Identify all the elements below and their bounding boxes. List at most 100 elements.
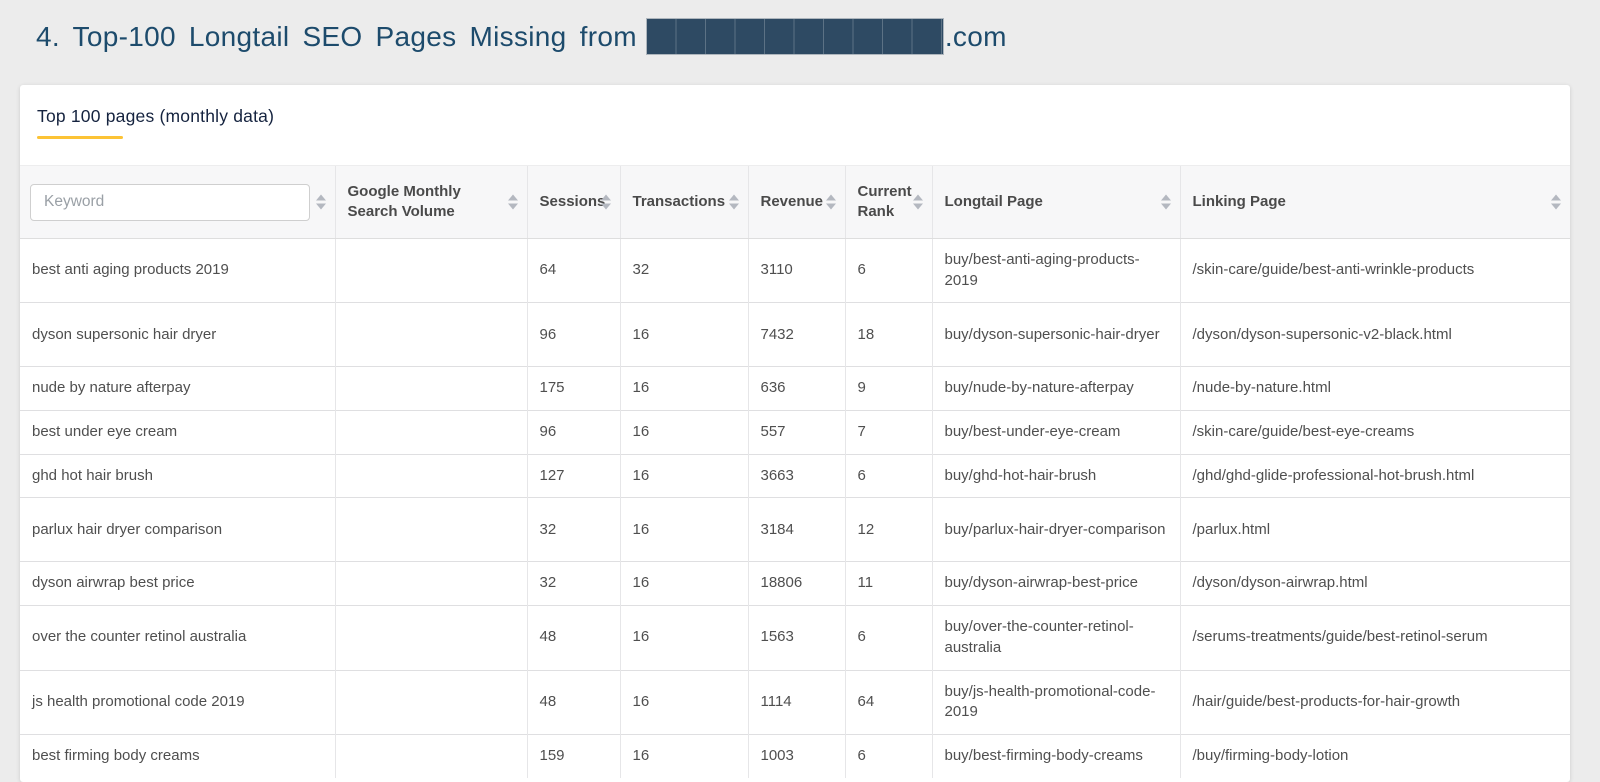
cell-search_volume [334,497,527,562]
cell-keyword: best firming body creams [20,734,335,778]
cell-sessions: 64 [526,238,620,303]
cell-search_volume [334,734,527,778]
keyword-filter-input[interactable] [30,183,310,221]
cell-transactions: 16 [619,605,748,670]
cell-current_rank: 64 [844,670,932,735]
column-label: Longtail Page [944,192,1043,210]
cell-keyword: best under eye cream [20,410,335,455]
cell-search_volume [334,561,527,606]
cell-linking_page: /dyson/dyson-supersonic-v2-black.html [1179,302,1570,367]
cell-transactions: 16 [619,454,748,498]
table-row: dyson airwrap best price 32 16 18806 11 buy/d… [20,561,1570,606]
cell-transactions: 16 [619,366,748,411]
sort-icon[interactable] [825,194,836,211]
cell-transactions: 16 [619,561,748,606]
sort-icon[interactable] [507,194,518,211]
cell-current_rank: 11 [844,561,932,606]
tab-active-underline [37,136,123,139]
cell-current_rank: 12 [844,497,932,562]
header-row: Google Monthly Search Volume Sessions Tran… [20,165,1570,239]
table-row: best under eye cream 96 16 557 7 buy/best-und… [20,410,1570,455]
sort-icon[interactable] [912,194,923,211]
sort-icon[interactable] [315,194,326,211]
cell-sessions: 127 [526,454,620,498]
cell-search_volume [334,605,527,670]
column-header-search_volume[interactable]: Google Monthly Search Volume [334,165,527,239]
redacted-domain-block [645,18,944,55]
cell-search_volume [334,366,527,411]
cell-sessions: 96 [526,302,620,367]
sort-icon[interactable] [600,194,611,211]
cell-current_rank: 7 [844,410,932,455]
table-row: dyson supersonic hair dryer 96 16 7432 18 buy… [20,302,1570,367]
cell-keyword: over the counter retinol australia [20,605,335,670]
cell-keyword: dyson supersonic hair dryer [20,302,335,367]
cell-keyword: dyson airwrap best price [20,561,335,606]
cell-longtail_page: buy/nude-by-nature-afterpay [931,366,1180,411]
column-header-longtail_page[interactable]: Longtail Page [931,165,1180,239]
table-body: best anti aging products 2019 64 32 3110 6 bu… [20,238,1570,778]
column-header-sessions[interactable]: Sessions [526,165,620,239]
cell-keyword: parlux hair dryer comparison [20,497,335,562]
cell-revenue: 18806 [747,561,845,606]
column-header-transactions[interactable]: Transactions [619,165,748,239]
cell-search_volume [334,670,527,735]
column-header-linking_page[interactable]: Linking Page [1179,165,1570,239]
cell-keyword: nude by nature afterpay [20,366,335,411]
cell-keyword: js health promotional code 2019 [20,670,335,735]
cell-linking_page: /parlux.html [1179,497,1570,562]
cell-keyword: best anti aging products 2019 [20,238,335,303]
cell-current_rank: 6 [844,734,932,778]
cell-transactions: 16 [619,302,748,367]
cell-longtail_page: buy/dyson-supersonic-hair-dryer [931,302,1180,367]
cell-current_rank: 6 [844,454,932,498]
cell-revenue: 3184 [747,497,845,562]
cell-longtail_page: buy/best-anti-aging-products-2019 [931,238,1180,303]
cell-transactions: 16 [619,497,748,562]
column-header-keyword [20,165,335,239]
cell-longtail_page: buy/js-health-promotional-code-2019 [931,670,1180,735]
cell-revenue: 557 [747,410,845,455]
cell-longtail_page: buy/dyson-airwrap-best-price [931,561,1180,606]
cell-longtail_page: buy/best-under-eye-cream [931,410,1180,455]
cell-revenue: 3110 [747,238,845,303]
column-header-current_rank[interactable]: Current Rank [844,165,932,239]
cell-revenue: 1563 [747,605,845,670]
column-label: Transactions [632,192,726,210]
cell-sessions: 96 [526,410,620,455]
cell-sessions: 32 [526,561,620,606]
cell-sessions: 48 [526,670,620,735]
cell-current_rank: 6 [844,605,932,670]
cell-linking_page: /ghd/ghd-glide-professional-hot-brush.ht… [1179,454,1570,498]
cell-linking_page: /hair/guide/best-products-for-hair-growt… [1179,670,1570,735]
cell-longtail_page: buy/parlux-hair-dryer-comparison [931,497,1180,562]
cell-longtail_page: buy/ghd-hot-hair-brush [931,454,1180,498]
cell-revenue: 636 [747,366,845,411]
cell-revenue: 1114 [747,670,845,735]
cell-search_volume [334,454,527,498]
table-row: best anti aging products 2019 64 32 3110 6 bu… [20,238,1570,303]
cell-keyword: ghd hot hair brush [20,454,335,498]
column-label: Sessions [539,192,606,210]
tab-top-100-pages[interactable]: Top 100 pages (monthly data) [37,106,274,139]
page-title: 4. Top-100 Longtail SEO Pages Missing fr… [36,18,1600,55]
cell-linking_page: /serums-treatments/guide/best-retinol-se… [1179,605,1570,670]
table-row: best firming body creams 159 16 1003 6 buy/be… [20,734,1570,778]
table-row: nude by nature afterpay 175 16 636 9 buy/nude… [20,366,1570,411]
cell-sessions: 32 [526,497,620,562]
sort-icon[interactable] [1551,194,1561,211]
cell-sessions: 159 [526,734,620,778]
table-row: js health promotional code 2019 48 16 1114 6… [20,670,1570,735]
column-label: Current Rank [857,182,912,220]
column-header-revenue[interactable]: Revenue [747,165,845,239]
cell-linking_page: /nude-by-nature.html [1179,366,1570,411]
sort-icon[interactable] [728,194,739,211]
sort-icon[interactable] [1160,194,1171,211]
column-label: Revenue [760,192,824,210]
table-row: ghd hot hair brush 127 16 3663 6 buy/ghd-hot-… [20,454,1570,498]
cell-current_rank: 6 [844,238,932,303]
cell-transactions: 16 [619,734,748,778]
cell-linking_page: /dyson/dyson-airwrap.html [1179,561,1570,606]
page-title-text: 4. Top-100 Longtail SEO Pages Missing fr… [36,20,637,52]
cell-current_rank: 9 [844,366,932,411]
